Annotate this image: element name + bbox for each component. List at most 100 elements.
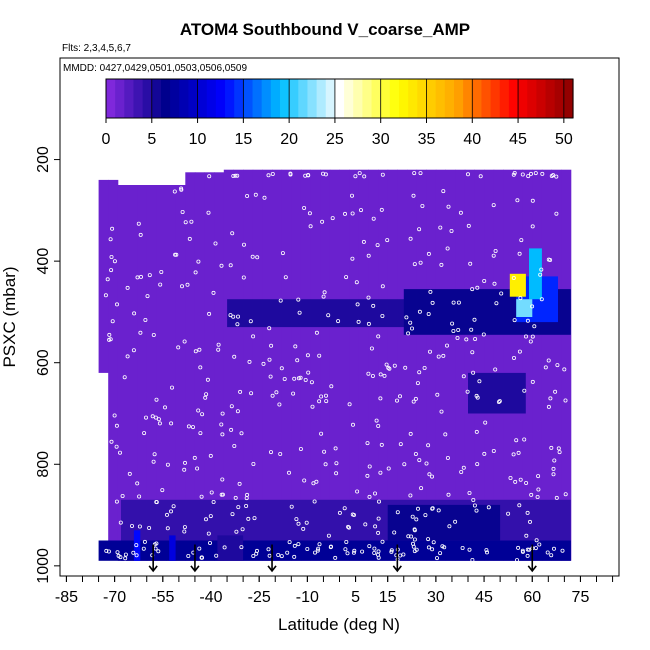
sample-point (156, 417, 161, 422)
colorbar-cell (362, 79, 373, 118)
sample-point (346, 525, 351, 530)
sample-point (291, 391, 296, 396)
heatmap-background-cell (378, 169, 389, 561)
sample-point (554, 211, 559, 216)
sample-point (182, 467, 187, 472)
sample-point (557, 450, 562, 455)
sample-point (378, 396, 383, 401)
sample-point (492, 281, 497, 286)
sample-point (252, 516, 257, 521)
sample-point (114, 444, 119, 449)
sample-point (159, 269, 164, 274)
sample-point (549, 553, 554, 558)
sample-point (134, 543, 139, 548)
sample-point (235, 173, 240, 178)
chart-title: ATOM4 Southbound V_coarse_AMP (180, 20, 470, 39)
sample-point (333, 446, 338, 451)
sample-point (515, 558, 520, 563)
heatmap-background-cell (426, 169, 437, 561)
sample-point (380, 313, 385, 318)
sample-point (530, 224, 535, 229)
sample-point (374, 418, 379, 423)
sample-point (443, 432, 448, 437)
sample-point (288, 172, 293, 177)
heatmap-background-cell (291, 169, 302, 561)
heatmap-background-cell (435, 169, 446, 561)
sample-point (138, 232, 143, 237)
sample-point (154, 397, 159, 402)
colorbar-cell (499, 79, 510, 118)
sample-point (539, 297, 544, 302)
sample-point (530, 379, 535, 384)
sample-point (314, 479, 319, 484)
sample-point (238, 389, 243, 394)
sample-point (183, 220, 188, 225)
sample-point (552, 458, 557, 463)
sample-point (465, 389, 470, 394)
sample-point (438, 551, 443, 556)
sample-point (408, 493, 413, 498)
sample-point (353, 174, 358, 179)
sample-point (286, 470, 291, 475)
profile-marker-arrow (190, 565, 200, 573)
sample-point (342, 506, 347, 511)
heatmap-background-cell (262, 169, 273, 561)
sample-point (363, 522, 368, 527)
x-tick-label: -85 (55, 589, 78, 606)
sample-point (386, 365, 391, 370)
sample-point (511, 275, 516, 280)
sample-point (301, 526, 306, 531)
sample-point (248, 319, 253, 324)
sample-point (193, 270, 198, 275)
x-tick-label: -70 (103, 589, 126, 606)
sample-point (441, 189, 446, 194)
sample-point (518, 296, 523, 301)
heatmap-background-cell (194, 172, 205, 561)
colorbar-cell (344, 79, 354, 118)
sample-point (196, 259, 201, 264)
sample-point (186, 554, 191, 559)
x-tick-label: -55 (151, 589, 174, 606)
x-tick-label: -40 (199, 589, 222, 606)
heatmap-background-cell (484, 169, 495, 561)
sample-point (306, 370, 311, 375)
sample-point (186, 424, 191, 429)
colorbar-cell (408, 79, 418, 118)
sample-point (251, 334, 256, 339)
sample-point (317, 353, 322, 358)
sample-point (160, 488, 165, 493)
sample-point (373, 524, 378, 529)
sample-point (402, 462, 407, 467)
colorbar-tick-label: 10 (189, 131, 207, 148)
sample-point (199, 494, 204, 499)
sample-point (192, 455, 197, 460)
sample-point (143, 415, 148, 420)
sample-point (176, 345, 181, 350)
sample-point (244, 496, 249, 501)
sample-point (287, 540, 292, 545)
colorbar-cell (435, 79, 446, 118)
sample-point (114, 423, 119, 428)
sample-point (129, 524, 134, 529)
sample-point (366, 253, 371, 258)
heatmap-cell (133, 530, 141, 561)
sample-point (302, 205, 307, 210)
sample-point (524, 480, 529, 485)
colorbar-cell (197, 79, 208, 118)
heatmap-background-cell (349, 169, 360, 561)
sample-point (455, 335, 460, 340)
sample-point (169, 385, 174, 390)
sample-point (274, 390, 279, 395)
colorbar-cell (179, 79, 190, 118)
sample-point (438, 225, 443, 230)
colorbar-cell (106, 79, 116, 118)
sample-point (110, 226, 115, 231)
colorbar-cell (160, 79, 171, 118)
sample-point (515, 198, 520, 203)
sample-point (240, 527, 245, 532)
sample-point (314, 330, 319, 335)
sample-point (216, 342, 221, 347)
sample-point (497, 399, 502, 404)
sample-point (427, 472, 432, 477)
heatmap-cell (217, 535, 244, 561)
